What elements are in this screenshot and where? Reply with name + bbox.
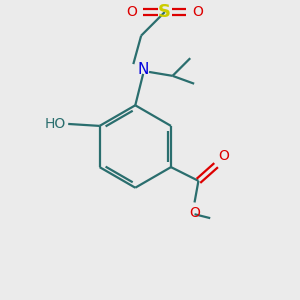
Text: O: O [189, 206, 200, 220]
Text: HO: HO [45, 117, 66, 131]
Text: O: O [126, 5, 137, 19]
Text: S: S [158, 3, 171, 21]
Text: O: O [192, 5, 203, 19]
Text: N: N [137, 62, 149, 77]
Text: O: O [218, 149, 229, 163]
